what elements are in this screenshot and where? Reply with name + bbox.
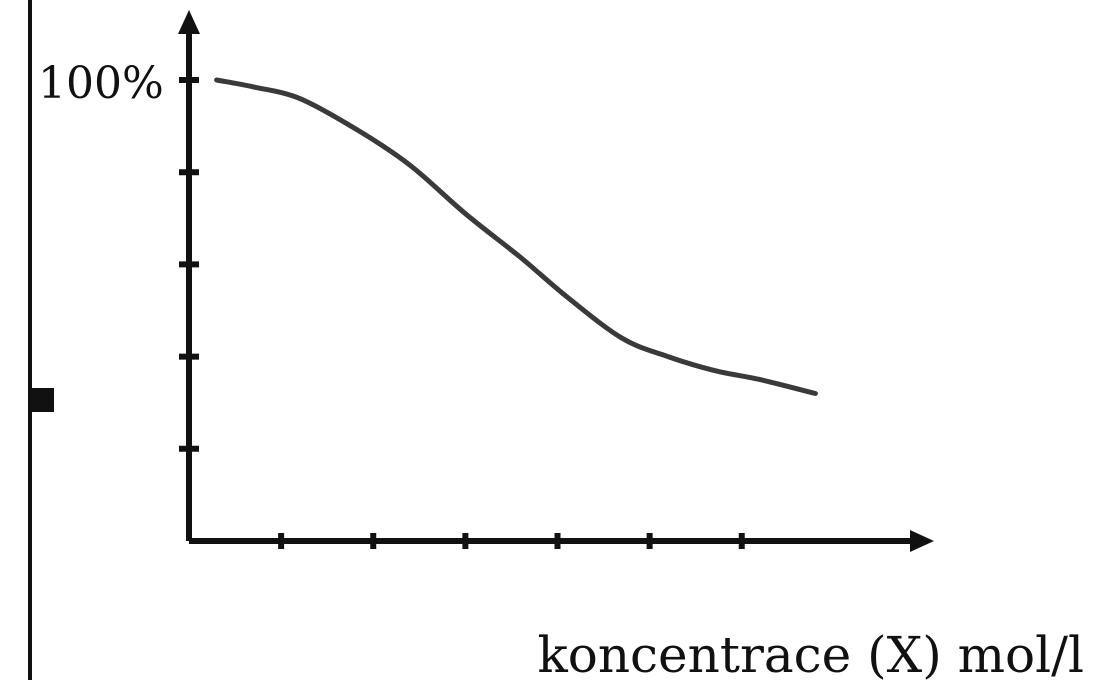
series-line-1	[214, 77, 818, 396]
axes	[178, 10, 934, 552]
series-group	[214, 77, 818, 396]
x-axis-label: koncentrace (X) mol/l	[537, 626, 1084, 680]
y-axis-arrow	[178, 10, 200, 34]
x-ticks	[278, 533, 745, 549]
y-top-tick-label: 100%	[38, 58, 164, 109]
x-axis-arrow	[910, 530, 934, 552]
left-border-marker	[30, 388, 54, 412]
y-ticks	[179, 77, 199, 452]
